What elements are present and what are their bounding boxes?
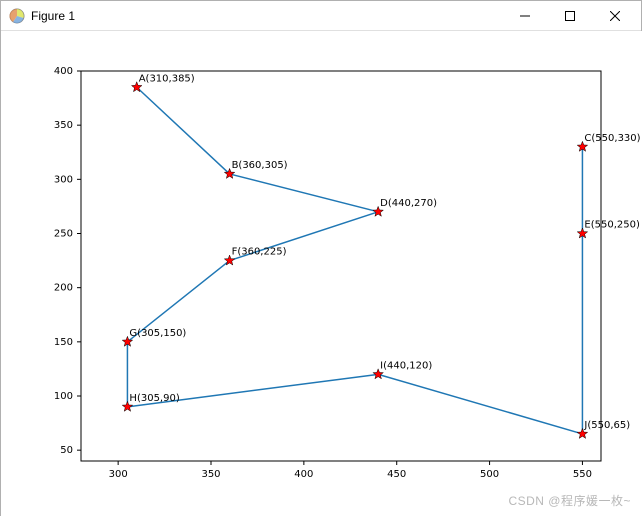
x-tick-label: 400 <box>294 469 313 480</box>
point-label-i: I(440,120) <box>380 360 432 371</box>
point-label-f: F(360,225) <box>232 247 287 258</box>
plot-canvas: 300 350 400 450 500 550 50 100 150 200 250 300 350 40… <box>1 31 642 516</box>
y-tick-label: 350 <box>54 120 73 131</box>
minimize-button[interactable] <box>502 2 547 30</box>
x-tick-label: 300 <box>109 469 128 480</box>
x-tick-label: 350 <box>201 469 220 480</box>
point-label-a: A(310,385) <box>139 73 195 84</box>
y-tick-label: 400 <box>54 66 73 77</box>
y-tick-label: 100 <box>54 391 73 402</box>
y-tick-label: 50 <box>60 445 73 456</box>
point-label-e: E(550,250) <box>584 220 640 231</box>
y-tick-label: 250 <box>54 229 73 240</box>
figure-content: 300 350 400 450 500 550 50 100 150 200 250 300 350 40… <box>1 31 641 515</box>
matplotlib-app-icon <box>9 8 25 24</box>
point-label-c: C(550,330) <box>584 133 640 144</box>
maximize-button[interactable] <box>547 2 592 30</box>
titlebar: Figure 1 <box>1 1 641 31</box>
y-tick-label: 300 <box>54 174 73 185</box>
close-button[interactable] <box>592 2 637 30</box>
x-tick-label: 500 <box>480 469 499 480</box>
window-title: Figure 1 <box>31 9 75 23</box>
figure-window: Figure 1 300 350 400 450 500 550 50 100 150 200 25… <box>0 0 642 516</box>
plot-bg <box>1 31 642 516</box>
point-label-d: D(440,270) <box>380 198 437 209</box>
y-tick-label: 150 <box>54 337 73 348</box>
y-tick-label: 200 <box>54 283 73 294</box>
point-label-j: J(550,65) <box>583 420 630 431</box>
point-label-g: G(305,150) <box>129 328 186 339</box>
point-label-h: H(305,90) <box>129 393 179 404</box>
point-label-b: B(360,305) <box>232 160 288 171</box>
x-tick-label: 450 <box>387 469 406 480</box>
x-tick-label: 550 <box>573 469 592 480</box>
